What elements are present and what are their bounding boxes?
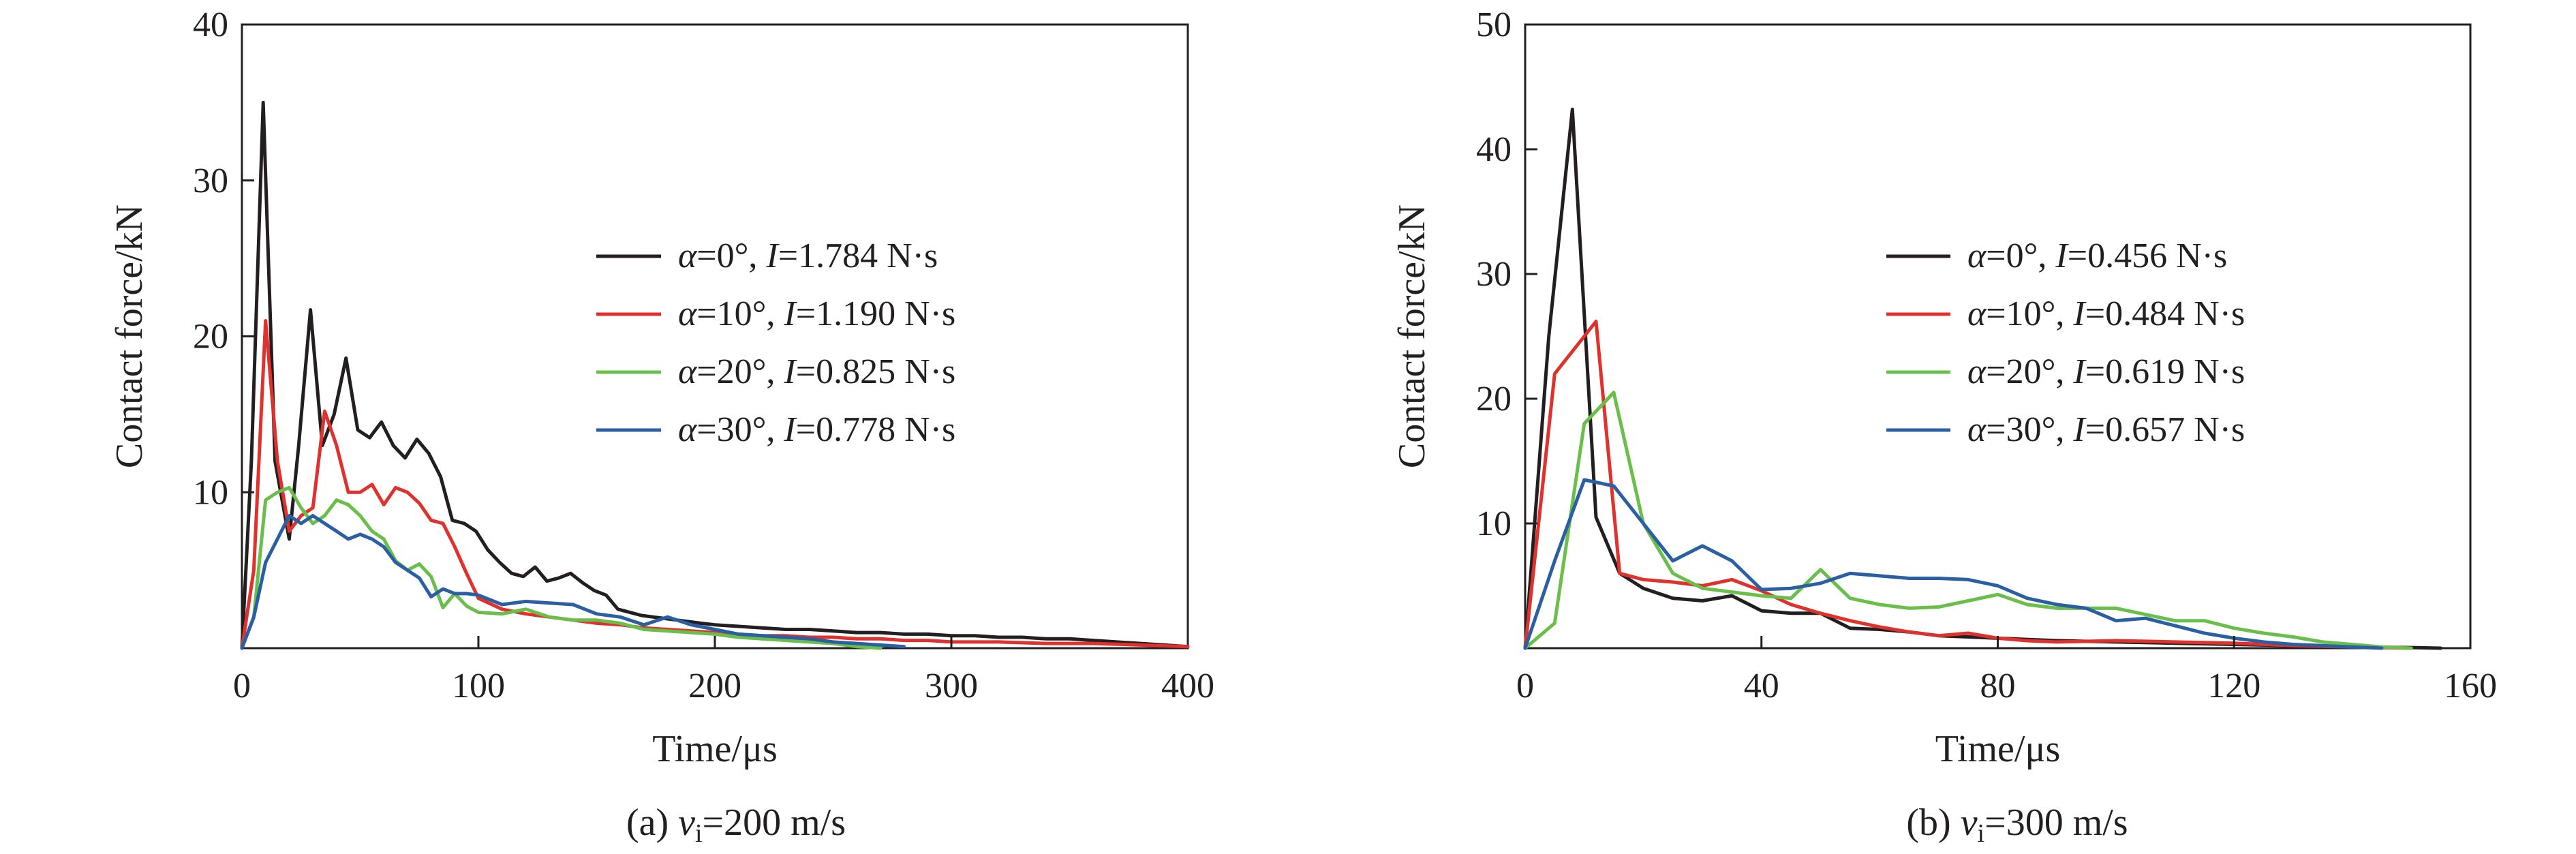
legend-entry: α=30°, I=0.778 N·s <box>678 410 955 449</box>
series-line-alpha-20deg <box>240 485 883 650</box>
y-tick-label: 40 <box>193 5 228 44</box>
plot-frame <box>241 23 1189 650</box>
panel-caption: (b) vi=300 m/s <box>1906 802 2128 848</box>
x-tick-label: 200 <box>688 667 741 705</box>
legend: α=0°, I=1.784 N·s α=10°, I=1.190 N·s α=20°… <box>596 237 955 449</box>
series-group <box>240 100 1190 650</box>
series-line-alpha-0deg <box>240 100 1190 650</box>
series-line-alpha-20deg <box>1523 391 2413 650</box>
x-tick-label: 40 <box>1744 667 1779 705</box>
legend-entry: α=0°, I=1.784 N·s <box>678 237 938 275</box>
x-tick-label: 80 <box>1980 667 2016 705</box>
chart-panel-b: 0 40 80 120 160 10 20 30 40 50 Time/μs Contact forc… <box>1391 5 2497 848</box>
x-tick-label: 120 <box>2207 667 2260 705</box>
panel-caption: (a) vi=200 m/s <box>626 802 846 848</box>
y-tick-label: 30 <box>193 162 228 200</box>
y-tick-label: 30 <box>1476 255 1512 294</box>
y-tick-label: 10 <box>1476 504 1512 543</box>
y-tick-label: 20 <box>193 318 228 356</box>
legend-entry: α=10°, I=0.484 N·s <box>1967 294 2245 333</box>
x-tick-label: 160 <box>2444 667 2497 705</box>
x-axis-title: Time/μs <box>652 728 778 770</box>
y-axis-title: Contact force/kN <box>108 204 151 468</box>
y-tick-label: 50 <box>1476 5 1512 44</box>
legend-entry: α=0°, I=0.456 N·s <box>1967 237 2227 275</box>
legend-entry: α=10°, I=1.190 N·s <box>678 294 955 333</box>
series-group <box>1523 107 2443 650</box>
x-tick-label: 400 <box>1161 667 1214 705</box>
legend-entry: α=20°, I=0.619 N·s <box>1967 352 2245 391</box>
x-tick-label: 0 <box>233 667 251 705</box>
chart-panel-a: 0 100 200 300 400 10 20 30 40 Time/μs Contact forc… <box>108 5 1214 848</box>
y-tick-label: 10 <box>193 473 228 512</box>
y-tick-label: 20 <box>1476 380 1512 418</box>
series-line-alpha-30deg <box>1523 478 2384 650</box>
series-line-alpha-10deg <box>240 319 1190 650</box>
x-tick-label: 100 <box>452 667 505 705</box>
x-tick-label: 0 <box>1516 667 1534 705</box>
y-tick-label: 40 <box>1476 130 1512 169</box>
legend-entry: α=20°, I=0.825 N·s <box>678 352 955 391</box>
series-line-alpha-10deg <box>1523 320 2413 650</box>
x-tick-label: 300 <box>925 667 978 705</box>
legend-entry: α=30°, I=0.657 N·s <box>1967 410 2245 449</box>
x-axis-title: Time/μs <box>1935 728 2061 770</box>
series-line-alpha-30deg <box>240 514 906 650</box>
y-axis-title: Contact force/kN <box>1391 204 1433 468</box>
legend: α=0°, I=0.456 N·s α=10°, I=0.484 N·s α=20°… <box>1886 237 2245 449</box>
